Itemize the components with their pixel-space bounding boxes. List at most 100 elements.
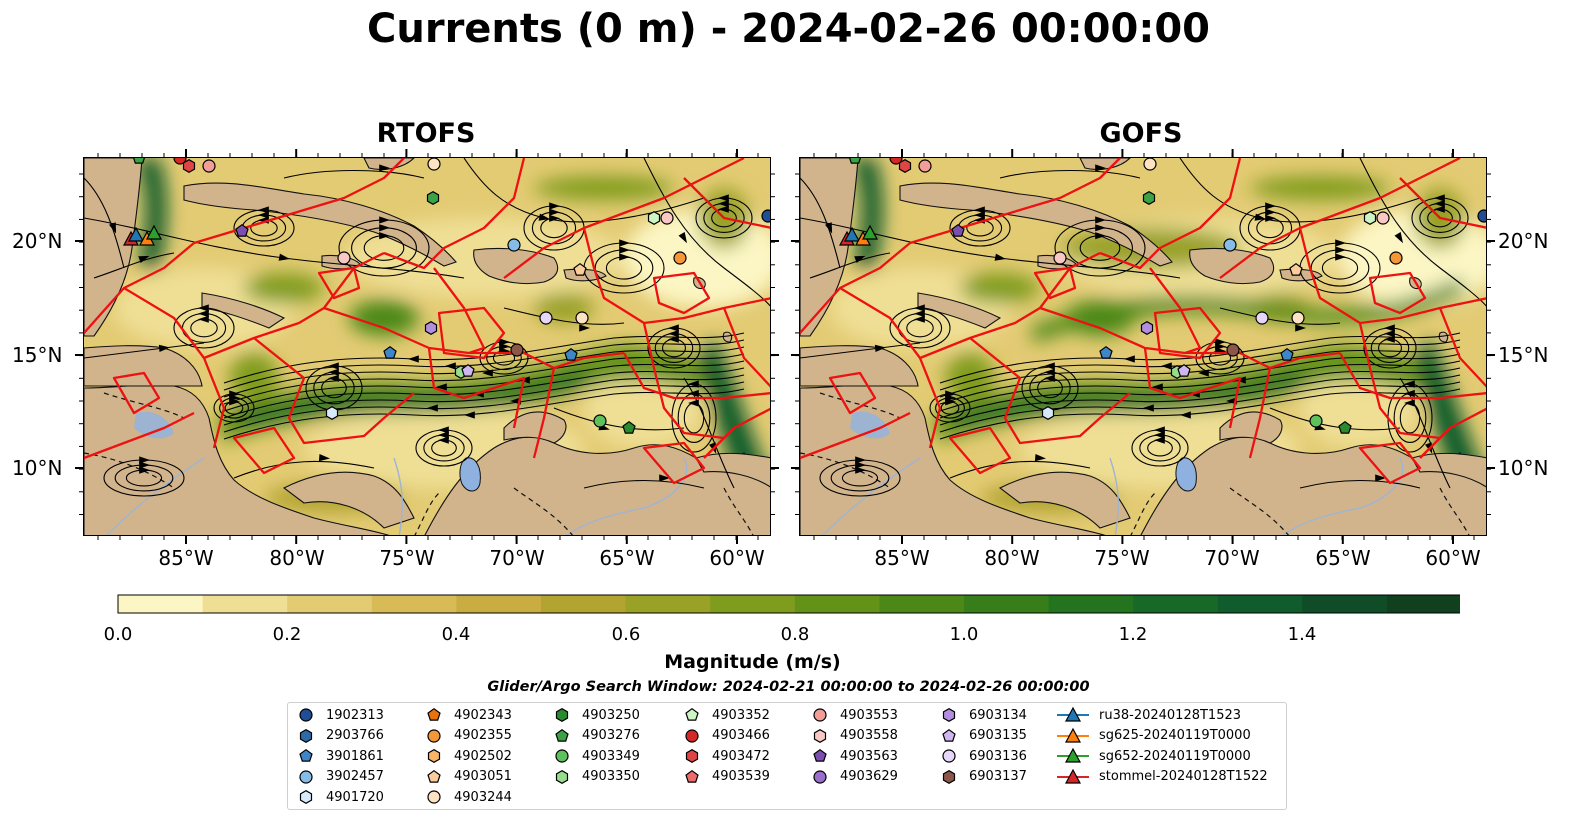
- region-boundary: [503, 158, 745, 279]
- streamline: [939, 353, 1461, 405]
- streamline-arrowhead: [1154, 431, 1165, 439]
- streamline-arrowhead: [1404, 380, 1415, 388]
- legend-item: 4903051: [424, 767, 512, 788]
- streamline-arrowhead: [1335, 246, 1346, 254]
- colorbar-segment: [202, 595, 288, 613]
- streamline: [830, 464, 890, 492]
- streamline: [1310, 249, 1370, 287]
- float-circle-icon: [202, 159, 216, 173]
- streamline-arrowhead: [328, 374, 339, 382]
- streamline: [1067, 227, 1133, 269]
- streamline-arrowhead: [1375, 474, 1386, 482]
- streamline: [939, 339, 1461, 391]
- streamline-arrowhead: [974, 211, 985, 219]
- streamline-arrowhead: [408, 355, 419, 363]
- streamline: [966, 219, 994, 237]
- legend-item: 4902355: [424, 726, 512, 747]
- streamline-arrowhead: [1434, 194, 1445, 202]
- streamline: [351, 227, 417, 269]
- legend-item: 6903136: [939, 746, 1027, 767]
- lake-nicaragua: [850, 411, 890, 439]
- legend-label: sg652-20240119T0000: [1099, 748, 1251, 764]
- streamline-arrowhead: [258, 206, 269, 214]
- legend-marker-pentagon-icon: [427, 708, 441, 721]
- legend-pentagon-icon: [942, 728, 956, 742]
- float-circle-icon: [1053, 251, 1067, 265]
- streamline: [223, 388, 745, 440]
- legend-marker-circle-icon: [813, 770, 827, 784]
- colorbar-tick-5: 1.0: [949, 624, 979, 645]
- streamline-arrowhead: [139, 466, 150, 474]
- legend-item: 4903350: [552, 767, 640, 788]
- float-hexagon-icon: [424, 321, 438, 335]
- legend-marker-hexagon-icon: [942, 708, 956, 723]
- streamline: [939, 332, 1461, 384]
- streamline: [929, 393, 971, 423]
- legend-marker-circle-icon: [555, 749, 569, 763]
- landmass: [1219, 411, 1283, 444]
- streamline: [809, 252, 891, 279]
- streamline: [1399, 377, 1451, 489]
- region-boundary: [642, 322, 725, 440]
- streamline: [935, 397, 965, 419]
- streamline-arrowhead: [549, 214, 560, 222]
- legend-item: 3902457: [296, 767, 384, 788]
- border-line: [1229, 487, 1290, 535]
- streamline: [486, 345, 522, 371]
- legend-marker-pentagon-icon: [555, 728, 569, 742]
- landmass: [800, 158, 859, 337]
- river: [822, 457, 921, 535]
- lake-maracaibo: [1175, 457, 1197, 492]
- streamline: [219, 397, 249, 419]
- legend-label: 4903352: [712, 707, 770, 723]
- float-markers: [122, 158, 770, 434]
- colorbar-label: Magnitude (m/s): [664, 651, 841, 673]
- glider-triangle-icon: [127, 226, 145, 242]
- streamline-arrowhead: [1434, 200, 1445, 208]
- float-circle-icon: [673, 251, 687, 265]
- legend-label: 4903250: [582, 707, 640, 723]
- region-boundary: [232, 426, 296, 475]
- streamline-arrowhead: [379, 216, 390, 224]
- legend-label: 1902313: [326, 707, 384, 723]
- streamline: [939, 388, 1461, 440]
- streamline-arrowhead: [1335, 253, 1346, 261]
- legend-marker-circle-icon: [299, 770, 313, 784]
- colorbar-tick-2: 0.4: [441, 624, 471, 645]
- legend-label: 4903350: [582, 769, 640, 785]
- legend-item: 2903766: [296, 726, 384, 747]
- streamline-arrowhead: [139, 461, 150, 469]
- float-circle-icon: [510, 343, 524, 357]
- lat-label-right-10: 10°N: [1498, 456, 1549, 480]
- glider-triangle-icon: [861, 224, 879, 240]
- legend-label: 3902457: [326, 769, 384, 785]
- streamline-arrowhead: [1154, 436, 1165, 444]
- streamline-arrowhead: [1384, 324, 1395, 332]
- legend-hexagon-icon: [555, 769, 569, 784]
- legend-label: 4903629: [840, 769, 898, 785]
- float-circle-icon: [918, 159, 932, 173]
- lon-label-gofs-70: 70°W: [1204, 546, 1260, 570]
- landmass: [1189, 247, 1275, 285]
- legend-pentagon-icon: [299, 749, 313, 762]
- streamline-arrowhead: [994, 253, 1006, 261]
- streamline-arrowhead: [328, 368, 339, 376]
- streamline: [949, 460, 1091, 479]
- streamline: [250, 219, 278, 237]
- region-boundary: [1339, 352, 1486, 400]
- legend-marker-circle-icon: [299, 708, 313, 722]
- rivers: [106, 457, 688, 535]
- streamline: [338, 219, 430, 277]
- streamline-arrowhead: [139, 456, 150, 464]
- legend-label: 4903051: [454, 769, 512, 785]
- legend-item: 4903349: [552, 746, 640, 767]
- streamline: [1359, 158, 1486, 307]
- legend-pentagon-icon: [555, 728, 569, 742]
- streamline-arrowhead: [579, 324, 590, 332]
- streamline: [939, 360, 1461, 412]
- streamline-arrowhead: [198, 304, 209, 312]
- legend-marker-hexagon-icon: [813, 728, 827, 743]
- streamline-arrowhead: [1044, 368, 1055, 376]
- streamline-arrowhead: [438, 426, 449, 434]
- streamline-arrowhead: [427, 404, 438, 412]
